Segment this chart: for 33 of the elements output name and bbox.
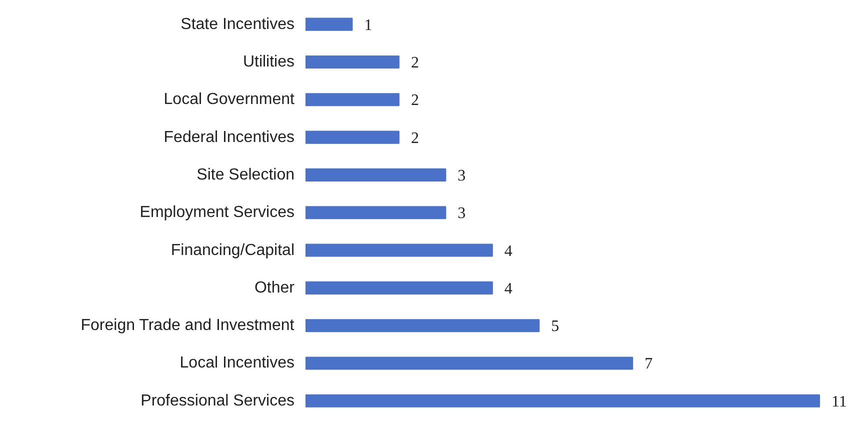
- bar: [306, 18, 353, 31]
- y-tick-label: Federal Incentives: [164, 128, 294, 146]
- y-tick-label: Foreign Trade and Investment: [80, 317, 295, 334]
- bar: [306, 93, 400, 106]
- bar: [306, 394, 820, 408]
- data-label: 2: [410, 92, 419, 110]
- bar: [306, 319, 540, 332]
- data-label: 5: [551, 318, 560, 336]
- data-label: 3: [458, 167, 466, 184]
- y-tick-label: Utilities: [242, 53, 294, 70]
- data-label: 1: [364, 16, 372, 34]
- data-label: 3: [458, 205, 466, 222]
- y-tick-label: Professional Services: [140, 392, 294, 410]
- y-tick-label: Financing/Capital: [170, 242, 294, 259]
- y-tick-label: Local Incentives: [180, 354, 294, 372]
- y-tick-label: Other: [254, 279, 296, 296]
- bar: [306, 130, 400, 144]
- y-tick-label: Employment Services: [140, 204, 294, 222]
- data-label: 2: [410, 54, 419, 72]
- y-tick-label: Local Government: [164, 91, 296, 108]
- bar: [306, 356, 634, 370]
- bar: [306, 244, 493, 257]
- data-label: 2: [410, 130, 419, 147]
- y-tick-label: State Incentives: [180, 16, 294, 33]
- data-label: 11: [832, 393, 847, 410]
- bar: [306, 55, 400, 69]
- data-label: 7: [644, 356, 653, 373]
- bar: [306, 206, 446, 220]
- bar: [306, 281, 493, 294]
- y-tick-label: Site Selection: [196, 166, 295, 184]
- data-label: 4: [504, 280, 512, 298]
- data-label: 4: [504, 242, 512, 260]
- bar: [306, 168, 446, 182]
